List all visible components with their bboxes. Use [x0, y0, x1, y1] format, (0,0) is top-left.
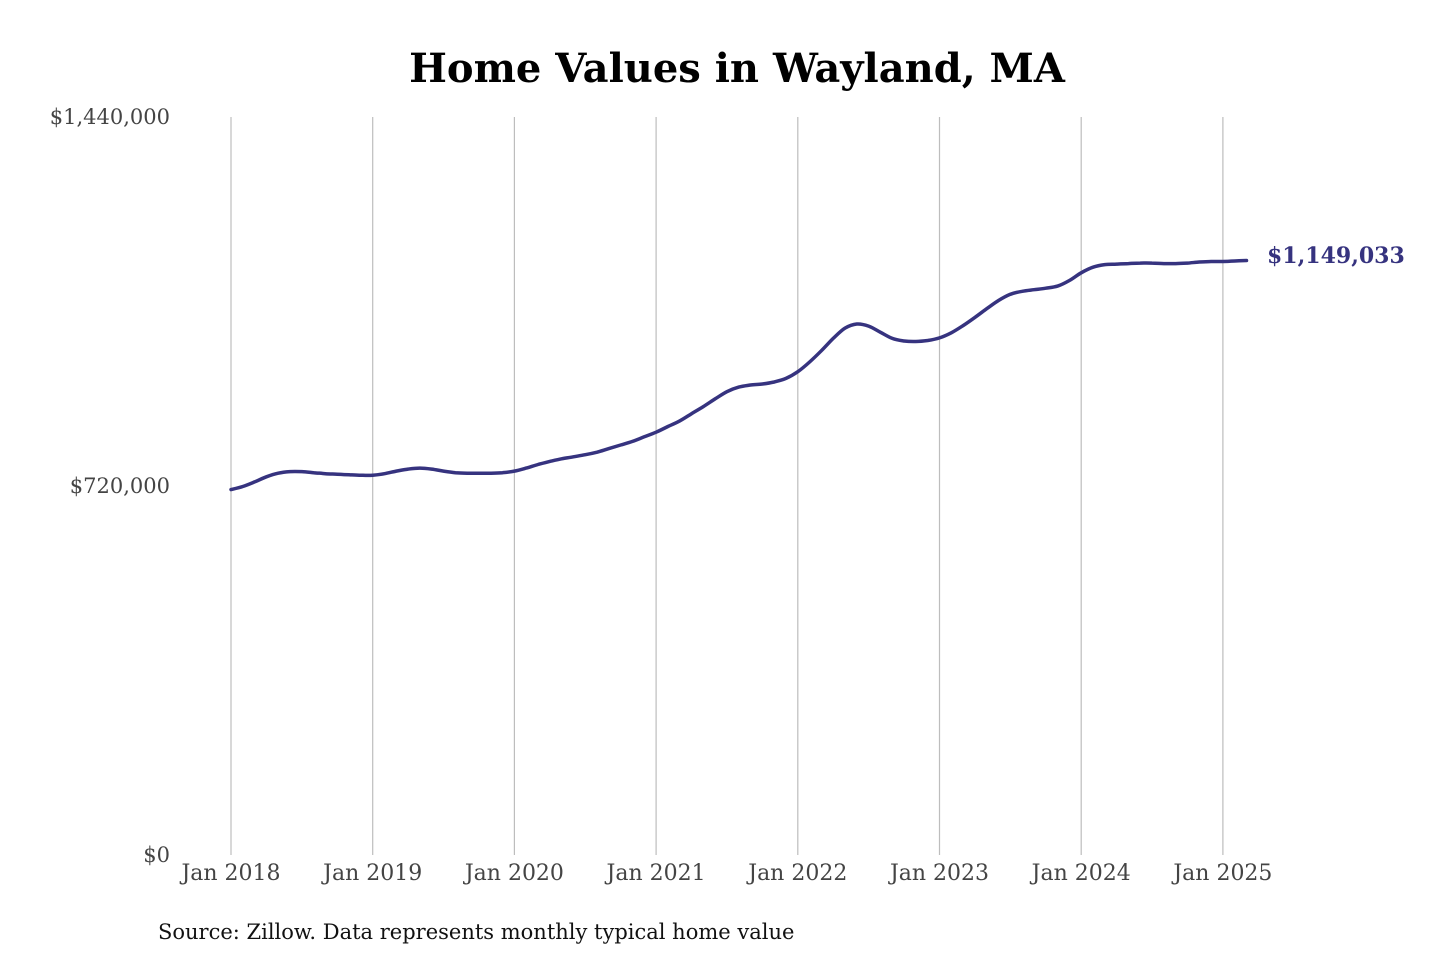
x-tick-label: Jan 2025 [1171, 861, 1272, 886]
x-tick-label: Jan 2018 [179, 861, 280, 886]
end-value-label: $1,149,033 [1267, 243, 1405, 269]
series-line [229, 258, 1249, 492]
source-note: Source: Zillow. Data represents monthly … [158, 920, 794, 944]
x-tick-label: Jan 2020 [463, 861, 564, 886]
y-tick-label: $0 [143, 843, 170, 867]
y-tick-label: $1,440,000 [50, 105, 170, 129]
x-tick-label: Jan 2023 [888, 861, 989, 886]
chart-title: Home Values in Wayland, MA [409, 45, 1066, 92]
x-axis-ticks: Jan 2018 Jan 2019 Jan 2020 Jan 2021 Jan 2022… [179, 861, 1272, 886]
x-tick-label: Jan 2022 [746, 861, 847, 886]
x-tick-label: Jan 2024 [1030, 861, 1131, 886]
gridlines [230, 117, 1224, 855]
y-tick-label: $720,000 [70, 474, 170, 498]
y-axis-ticks: $0 $720,000 $1,440,000 [50, 105, 170, 867]
x-tick-label: Jan 2019 [321, 861, 422, 886]
x-tick-label: Jan 2021 [605, 861, 706, 886]
